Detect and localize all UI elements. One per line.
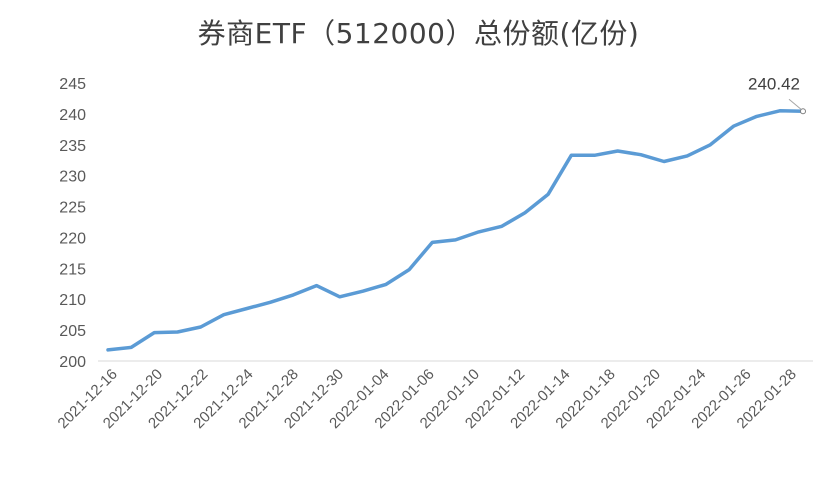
- y-tick-label: 210: [59, 292, 86, 309]
- y-tick-label: 230: [59, 169, 86, 186]
- y-tick-label: 225: [59, 200, 86, 217]
- annotation-label: 240.42: [748, 74, 800, 93]
- chart-title: 券商ETF（512000）总份额(亿份): [197, 17, 640, 50]
- y-tick-label: 220: [59, 230, 86, 247]
- annotation-marker: [800, 108, 806, 115]
- y-tick-label: 235: [59, 138, 86, 155]
- y-tick-label: 245: [59, 76, 86, 93]
- y-tick-label: 200: [59, 354, 86, 371]
- series-line: [106, 109, 805, 352]
- y-tick-label: 205: [59, 323, 86, 340]
- y-tick-label: 240: [59, 107, 86, 124]
- y-tick-label: 215: [59, 261, 86, 278]
- annotation-leader: [788, 98, 802, 110]
